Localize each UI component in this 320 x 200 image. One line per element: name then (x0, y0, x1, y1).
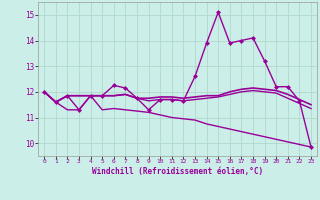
X-axis label: Windchill (Refroidissement éolien,°C): Windchill (Refroidissement éolien,°C) (92, 167, 263, 176)
